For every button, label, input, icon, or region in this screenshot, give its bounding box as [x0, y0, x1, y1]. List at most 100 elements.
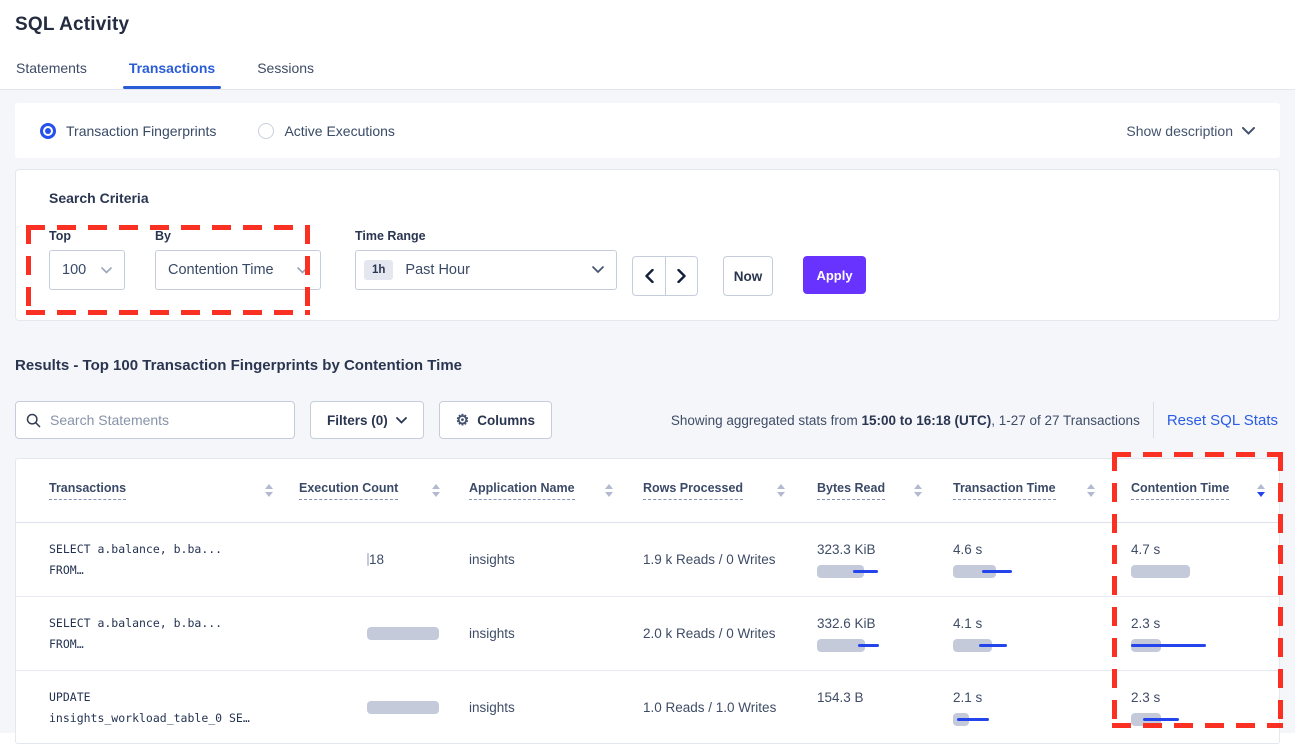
column-header-application-name[interactable]: Application Name: [454, 459, 627, 523]
bytes-read-cell: 154.3 B: [799, 671, 936, 743]
time-range-field: Time Range 1h Past Hour: [355, 229, 617, 290]
contention-time-cell: 2.3 s: [1109, 671, 1279, 743]
search-icon: [26, 413, 41, 428]
execution-count-bar: [367, 627, 439, 640]
page-header: SQL Activity Statements Transactions Ses…: [0, 0, 1295, 89]
transaction-time-bar: [953, 564, 1109, 578]
sort-icon[interactable]: [914, 484, 922, 497]
tab-bar: Statements Transactions Sessions: [15, 60, 1280, 89]
transaction-cell[interactable]: SELECT a.balance, b.ba... FROM…: [49, 615, 223, 651]
table-row[interactable]: UPDATE insights_workload_table_0 SE… 2k …: [16, 671, 1279, 743]
time-nav-buttons: [632, 256, 698, 296]
time-range-label: Time Range: [355, 229, 426, 243]
table-row[interactable]: SELECT a.balance, b.ba... FROM… 2k insig…: [16, 597, 1279, 671]
view-toggle-band: Transaction Fingerprints Active Executio…: [15, 103, 1280, 158]
sort-icon[interactable]: [265, 484, 273, 497]
bytes-read-bar: [817, 564, 936, 578]
rows-processed-cell: 1.0 Reads / 1.0 Writes: [643, 700, 777, 715]
time-range-value: Past Hour: [405, 262, 470, 278]
by-field: By Contention Time: [155, 229, 321, 290]
aggregated-stats-text: Showing aggregated stats from 15:00 to 1…: [670, 412, 1140, 428]
search-statements-box: [15, 401, 295, 439]
next-time-button[interactable]: [665, 256, 698, 296]
results-controls: Filters (0) ⚙ Columns Showing aggregated…: [15, 401, 1280, 439]
bytes-read-bar: [817, 638, 936, 652]
show-description-label: Show description: [1126, 122, 1233, 139]
previous-time-button[interactable]: [632, 256, 665, 296]
column-header-transactions[interactable]: Transactions: [16, 459, 287, 523]
chevron-down-icon: [101, 266, 112, 274]
rows-processed-cell: 2.0 k Reads / 0 Writes: [643, 626, 776, 641]
search-criteria-panel: Search Criteria Top 100 By Contention Ti…: [15, 169, 1280, 321]
transaction-time-cell: 4.6 s: [936, 523, 1109, 596]
transaction-time-cell: 2.1 s: [936, 671, 1109, 743]
radio-selected-icon: [40, 122, 56, 139]
sort-icon[interactable]: [777, 484, 785, 497]
sort-icon[interactable]: [432, 484, 440, 497]
content-area: Transaction Fingerprints Active Executio…: [0, 90, 1295, 744]
contention-time-bar: [1131, 564, 1279, 578]
reset-sql-stats-link[interactable]: Reset SQL Stats: [1166, 411, 1278, 429]
transaction-time-bar: [953, 712, 1109, 726]
top-label: Top: [49, 229, 71, 243]
top-select[interactable]: 100: [49, 250, 125, 290]
gear-icon: ⚙: [455, 411, 470, 429]
bytes-read-cell: 332.6 KiB: [799, 597, 936, 670]
contention-time-bar: [1131, 712, 1279, 726]
radio-label: Transaction Fingerprints: [66, 122, 217, 139]
columns-button[interactable]: ⚙ Columns: [438, 401, 552, 439]
filters-button[interactable]: Filters (0): [310, 401, 424, 439]
column-header-contention-time[interactable]: Contention Time: [1109, 459, 1279, 523]
transactions-table: Transactions Execution Count Application…: [15, 458, 1280, 744]
vertical-divider: [1152, 402, 1154, 438]
time-range-badge: 1h: [364, 260, 394, 280]
tab-statements[interactable]: Statements: [16, 60, 87, 76]
execution-count-cell: 2k: [287, 671, 454, 743]
top-select-value: 100: [62, 262, 87, 278]
application-name-cell: insights: [469, 626, 515, 641]
transaction-cell[interactable]: UPDATE insights_workload_table_0 SE…: [49, 689, 250, 725]
tab-transactions[interactable]: Transactions: [122, 60, 222, 89]
apply-button[interactable]: Apply: [803, 256, 866, 294]
chevron-left-icon: [644, 269, 654, 283]
execution-count-bar: [367, 553, 369, 566]
execution-count-cell: 2k: [287, 597, 454, 670]
tab-divider: [0, 89, 1295, 90]
time-range-select[interactable]: 1h Past Hour: [355, 250, 617, 290]
search-statements-input[interactable]: [50, 412, 284, 428]
tab-sessions[interactable]: Sessions: [257, 60, 315, 76]
bytes-read-cell: 323.3 KiB: [799, 523, 936, 596]
by-select[interactable]: Contention Time: [155, 250, 321, 290]
transaction-cell[interactable]: SELECT a.balance, b.ba... FROM…: [49, 541, 223, 577]
results-heading: Results - Top 100 Transaction Fingerprin…: [15, 357, 463, 374]
chevron-down-icon: [592, 266, 604, 274]
chevron-down-icon: [395, 416, 407, 424]
transaction-time-bar: [953, 638, 1109, 652]
contention-time-cell: 2.3 s: [1109, 597, 1279, 670]
show-description-toggle[interactable]: Show description: [1126, 123, 1255, 139]
radio-active-executions[interactable]: Active Executions: [258, 122, 395, 139]
table-row[interactable]: SELECT a.balance, b.ba... FROM… 18 insig…: [16, 523, 1279, 597]
transaction-time-cell: 4.1 s: [936, 597, 1109, 670]
bytes-read-bar: [817, 713, 936, 726]
columns-label: Columns: [477, 412, 535, 428]
sort-icon[interactable]: [1087, 484, 1095, 497]
contention-time-cell: 4.7 s: [1109, 523, 1279, 596]
contention-time-bar: [1131, 638, 1279, 652]
chevron-down-icon: [297, 266, 308, 274]
radio-label: Active Executions: [284, 122, 395, 139]
search-criteria-title: Search Criteria: [49, 190, 149, 206]
column-header-rows-processed[interactable]: Rows Processed: [627, 459, 799, 523]
column-header-bytes-read[interactable]: Bytes Read: [799, 459, 936, 523]
sort-icon[interactable]: [605, 484, 613, 497]
column-header-transaction-time[interactable]: Transaction Time: [936, 459, 1109, 523]
page-title: SQL Activity: [15, 14, 130, 35]
application-name-cell: insights: [469, 700, 515, 715]
column-header-execution-count[interactable]: Execution Count: [287, 459, 454, 523]
sort-icon-active-desc[interactable]: [1257, 484, 1265, 497]
filters-label: Filters (0): [327, 412, 388, 428]
radio-transaction-fingerprints[interactable]: Transaction Fingerprints: [40, 122, 217, 139]
now-button[interactable]: Now: [723, 256, 773, 296]
radio-unselected-icon: [258, 122, 275, 139]
by-label: By: [155, 229, 171, 243]
